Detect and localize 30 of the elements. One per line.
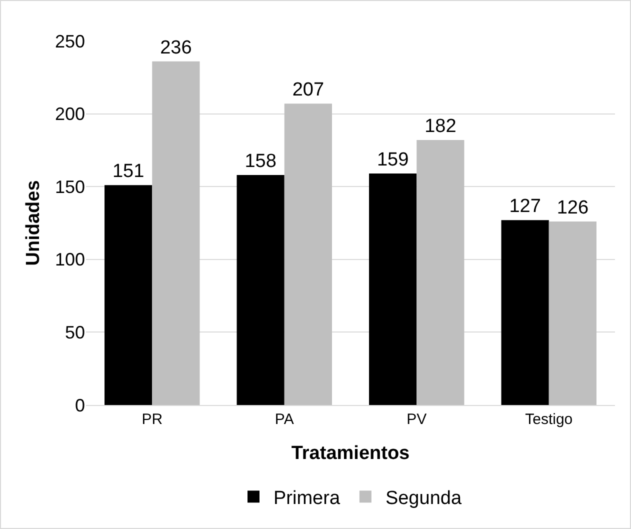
data-label: 207 [292, 80, 324, 101]
bar [152, 61, 200, 405]
bar [236, 174, 284, 405]
y-tick-label: 250 [54, 31, 85, 52]
data-label: 158 [244, 150, 276, 172]
x-tick-label: PV [406, 411, 427, 428]
x-axis-title: Tratamientos [291, 442, 410, 464]
data-label: 127 [509, 196, 541, 218]
y-axis-title: Unidades [22, 180, 44, 266]
bar [501, 220, 549, 405]
data-label: 159 [376, 150, 409, 170]
data-label: 236 [160, 37, 192, 58]
bar [548, 222, 596, 405]
data-label: 151 [112, 161, 144, 182]
x-tick-label: Testigo [525, 411, 573, 428]
data-label: 126 [556, 198, 589, 219]
bar [284, 104, 332, 405]
y-tick-label: 100 [54, 250, 85, 270]
y-tick-label: 150 [54, 176, 85, 197]
bar [416, 140, 464, 405]
legend-label: Primera [274, 488, 340, 510]
x-tick-label: PA [274, 411, 294, 428]
y-tick-label: 0 [74, 395, 85, 416]
y-tick-label: 200 [54, 104, 85, 124]
x-tick-label: PR [142, 411, 163, 428]
y-tick-label: 50 [64, 322, 85, 342]
bar [104, 185, 152, 405]
bar [369, 174, 417, 405]
data-label: 182 [424, 116, 456, 138]
legend-label: Segunda [385, 488, 462, 510]
